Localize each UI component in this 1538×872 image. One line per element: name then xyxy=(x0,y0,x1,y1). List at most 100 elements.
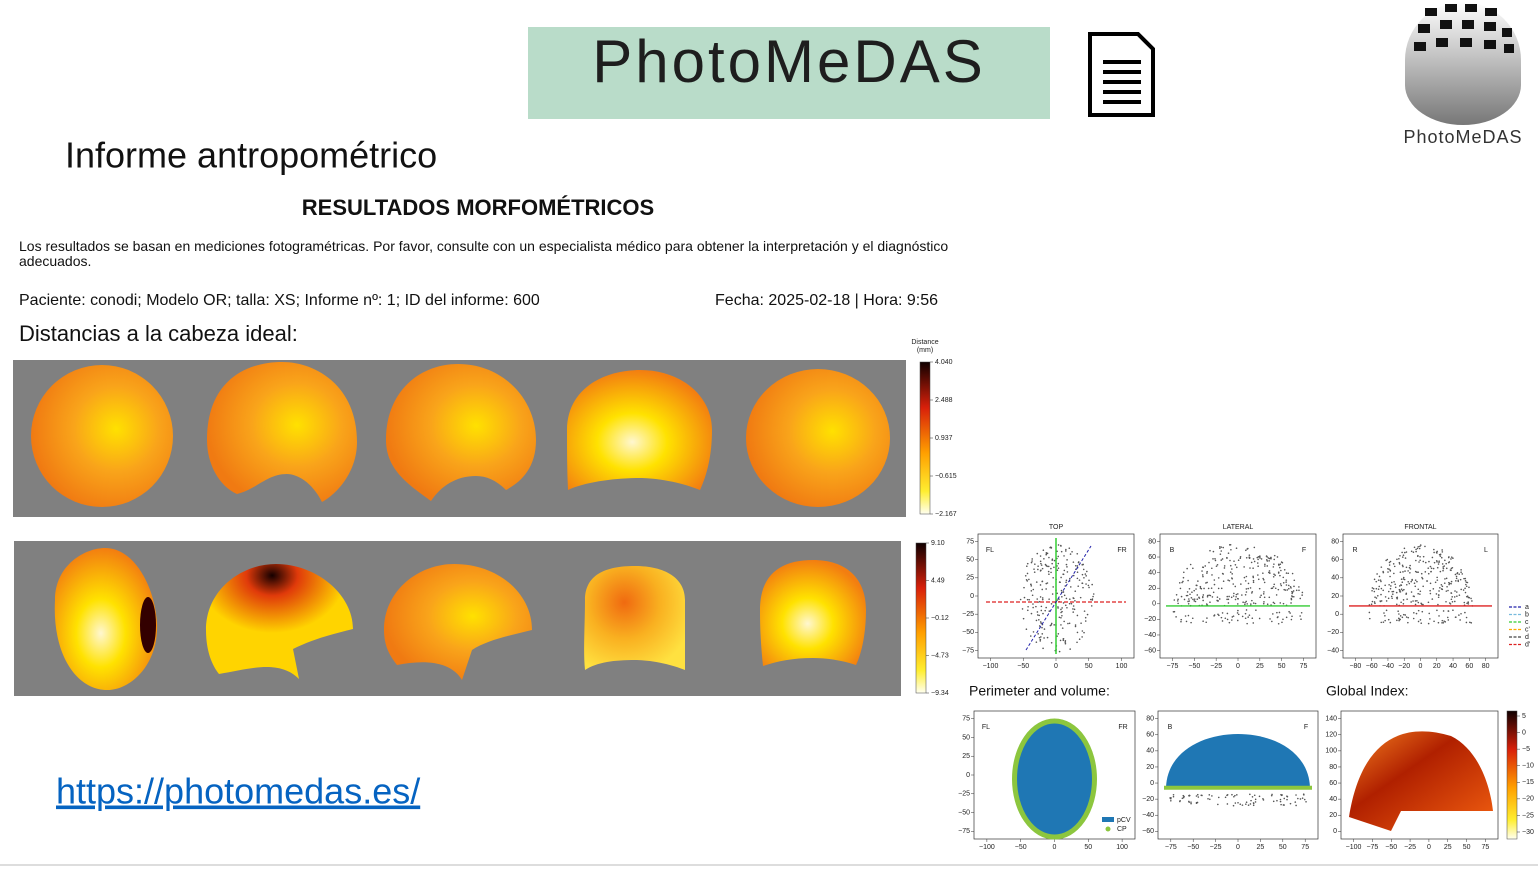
point xyxy=(1410,601,1412,603)
y-tick-label: 60 xyxy=(1148,554,1156,561)
point xyxy=(1230,596,1233,599)
point xyxy=(1069,648,1071,650)
x-tick-label: −50 xyxy=(1385,844,1397,851)
point xyxy=(1254,801,1257,803)
point xyxy=(1444,578,1446,580)
url-link[interactable]: https://photomedas.es/ xyxy=(56,771,420,812)
x-tick-label: −75 xyxy=(1366,844,1378,851)
point xyxy=(1048,598,1050,600)
point xyxy=(1046,565,1048,568)
point xyxy=(1056,592,1058,595)
point xyxy=(1401,581,1404,584)
y-tick-label: 25 xyxy=(966,575,974,582)
point xyxy=(1297,797,1299,800)
point xyxy=(1213,614,1216,616)
point xyxy=(1031,594,1034,597)
point xyxy=(1250,799,1252,802)
point xyxy=(1062,637,1065,640)
x-tick-label: 40 xyxy=(1449,663,1457,670)
colorbar-tick-label: −5 xyxy=(1522,746,1530,753)
point xyxy=(1057,606,1059,608)
point xyxy=(1384,615,1386,617)
point xyxy=(1398,618,1401,620)
point xyxy=(1233,560,1235,562)
point xyxy=(1172,795,1175,798)
point xyxy=(1039,596,1042,598)
point xyxy=(1273,558,1276,561)
x-tick-label: 0 xyxy=(1419,663,1423,670)
point xyxy=(1301,797,1304,799)
point xyxy=(1371,600,1374,603)
y-tick-label: 75 xyxy=(962,716,970,723)
point xyxy=(1061,607,1063,609)
point xyxy=(1441,549,1443,551)
point xyxy=(1292,590,1295,592)
side-label: B xyxy=(1168,724,1173,731)
point xyxy=(1077,585,1080,587)
point xyxy=(1092,595,1094,598)
point xyxy=(1222,580,1225,583)
point xyxy=(1232,595,1235,597)
colorbar xyxy=(919,361,931,515)
point xyxy=(1216,563,1219,566)
point xyxy=(1025,578,1028,581)
point xyxy=(1400,601,1402,604)
point xyxy=(1026,598,1029,601)
point xyxy=(1031,558,1033,560)
point xyxy=(1417,592,1419,595)
point xyxy=(1259,596,1261,599)
point xyxy=(1219,553,1222,555)
point xyxy=(1464,587,1466,590)
point xyxy=(1080,622,1082,624)
point xyxy=(1231,577,1233,579)
point xyxy=(1467,603,1470,605)
point xyxy=(1410,580,1413,583)
logo-box xyxy=(528,27,1050,119)
point xyxy=(1050,571,1052,574)
point xyxy=(1039,555,1042,557)
point xyxy=(1245,803,1247,805)
point xyxy=(1286,795,1288,798)
point xyxy=(1286,798,1288,801)
point xyxy=(1465,585,1468,588)
point xyxy=(1456,595,1458,597)
point xyxy=(1183,571,1185,574)
point xyxy=(1244,580,1247,582)
point xyxy=(1403,551,1406,554)
point xyxy=(1277,622,1280,625)
y-tick-label: −20 xyxy=(1144,616,1156,623)
y-tick-label: 0 xyxy=(1333,828,1337,835)
point xyxy=(1032,606,1034,609)
point xyxy=(1402,576,1405,579)
y-tick-label: 20 xyxy=(1329,812,1337,819)
point xyxy=(1049,624,1052,627)
point xyxy=(1258,617,1261,620)
point xyxy=(1204,565,1207,567)
point xyxy=(1441,585,1444,588)
point xyxy=(1412,551,1415,553)
point xyxy=(1253,560,1256,563)
point xyxy=(1031,560,1033,562)
point xyxy=(1460,571,1462,574)
point xyxy=(1403,588,1405,591)
point xyxy=(1237,801,1239,804)
point xyxy=(1274,574,1276,576)
point xyxy=(1211,795,1213,797)
point xyxy=(1378,585,1381,588)
colorbar-tick-label: 0 xyxy=(1522,729,1526,736)
point xyxy=(1400,578,1403,581)
point xyxy=(1386,558,1389,561)
point xyxy=(1206,595,1209,598)
x-tick-label: −100 xyxy=(979,844,995,851)
point xyxy=(1375,580,1378,583)
point xyxy=(1368,611,1371,614)
point xyxy=(1262,593,1265,595)
point xyxy=(1032,631,1035,633)
point xyxy=(1037,565,1039,567)
point xyxy=(1464,580,1467,582)
point xyxy=(1234,563,1237,566)
date: Fecha: 2025-02-18 | Hora: 9:56 xyxy=(715,292,938,309)
point xyxy=(1175,593,1178,596)
point xyxy=(1257,565,1259,567)
point xyxy=(1391,597,1393,600)
